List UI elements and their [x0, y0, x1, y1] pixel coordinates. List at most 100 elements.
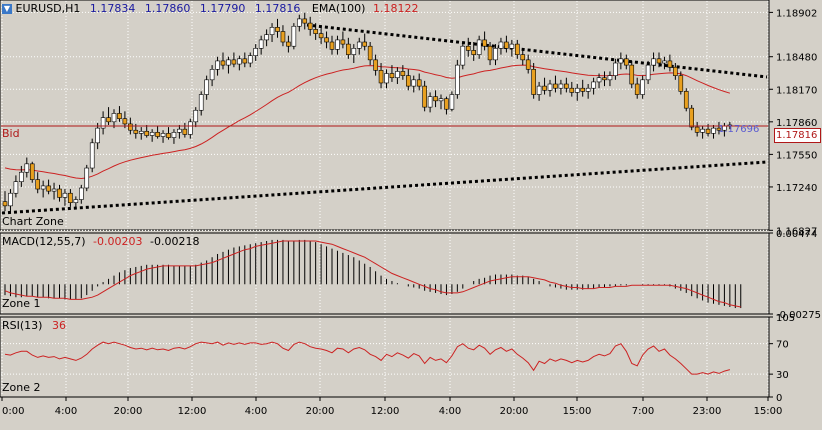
candle-body — [471, 50, 477, 55]
candle — [307, 16, 313, 36]
candle — [68, 189, 73, 207]
candle — [602, 71, 607, 87]
candle — [2, 191, 8, 212]
symbol-dropdown-icon[interactable]: ▼ — [2, 4, 12, 14]
candle-body — [411, 79, 417, 87]
candle — [460, 42, 466, 70]
candle — [525, 54, 531, 74]
candle-body — [711, 127, 716, 134]
candle — [378, 63, 384, 89]
candle-body — [166, 133, 171, 138]
bid-price-tag: 1.17816 — [774, 128, 821, 143]
candle — [166, 127, 171, 140]
candle — [122, 111, 128, 129]
candle — [329, 35, 335, 55]
candle-body — [449, 94, 455, 110]
candle — [700, 126, 705, 139]
upper-trendline — [306, 23, 768, 79]
ema-value: 1.18122 — [372, 2, 419, 15]
candle — [13, 175, 19, 198]
candle — [346, 37, 351, 59]
candle — [117, 106, 122, 122]
candle-body — [209, 69, 215, 81]
candle — [482, 31, 487, 51]
main-header: ▼ EURUSD,H1 1.17834 1.17860 1.17790 1.17… — [2, 2, 418, 15]
candle-body — [356, 41, 362, 49]
candle-body — [329, 41, 335, 50]
candle-body — [531, 69, 536, 95]
candle — [553, 75, 558, 93]
candle-body — [280, 31, 286, 43]
candle-body — [117, 113, 122, 119]
candle — [384, 69, 389, 89]
candle-body — [487, 45, 493, 61]
candle-body — [389, 73, 395, 79]
candle — [51, 182, 57, 200]
candle — [416, 73, 422, 91]
candle — [536, 81, 542, 101]
candle-body — [405, 75, 411, 87]
x-tick-label: 4:00 — [245, 406, 267, 417]
candle-body — [335, 39, 340, 50]
candle-body — [155, 132, 160, 137]
candle — [79, 184, 84, 204]
candle-body — [378, 70, 384, 84]
candle-body — [542, 85, 547, 91]
candle-body — [340, 39, 346, 45]
candle — [302, 12, 308, 30]
candle-body — [416, 79, 422, 87]
candle-body — [640, 79, 645, 95]
rsi-path — [4, 341, 731, 375]
candle-body — [62, 192, 68, 198]
bid-line-value: 1.17696 — [718, 124, 760, 135]
candle-body — [716, 127, 722, 131]
candle — [335, 35, 340, 55]
candle-body — [269, 27, 275, 35]
candle — [389, 65, 395, 82]
candle — [514, 39, 520, 59]
candle-body — [683, 91, 689, 109]
rsi-y-tick-label: 30 — [776, 370, 789, 381]
y-tick-label: 1.18902 — [776, 8, 817, 19]
candle — [8, 189, 13, 213]
candle — [580, 79, 586, 97]
candle — [596, 73, 602, 89]
candle — [111, 109, 117, 129]
candle — [100, 111, 106, 135]
candle-body — [79, 187, 84, 200]
x-tick-label: 15:00 — [754, 406, 783, 417]
x-tick-label: 20:00 — [500, 406, 529, 417]
x-tick-label: 15:00 — [563, 406, 592, 417]
candle-body — [662, 60, 667, 64]
candle — [487, 42, 493, 66]
candle — [73, 196, 79, 209]
candle-body — [106, 117, 111, 123]
candle — [613, 58, 618, 80]
candle — [493, 44, 498, 66]
x-tick-label: 12:00 — [371, 406, 400, 417]
candle — [138, 127, 144, 140]
candle-body — [13, 181, 19, 194]
candle-body — [673, 66, 678, 76]
candle-body — [286, 41, 291, 47]
candle — [24, 157, 30, 178]
candle-body — [580, 87, 586, 92]
candle-body — [215, 60, 220, 70]
candle-body — [623, 58, 629, 66]
candle — [182, 122, 188, 138]
candle-body — [247, 55, 253, 64]
high-value: 1.17860 — [144, 2, 191, 15]
candle-body — [122, 118, 128, 125]
candle — [318, 25, 324, 45]
candle-body — [476, 39, 482, 55]
candle-body — [602, 77, 607, 81]
candle — [645, 60, 651, 85]
candle-body — [373, 59, 378, 71]
candle — [694, 121, 700, 137]
candle — [95, 122, 100, 150]
x-tick-label: 20:00 — [114, 406, 143, 417]
rsi-y-tick-label: 105 — [776, 313, 795, 324]
candle — [640, 75, 645, 99]
candle — [351, 44, 357, 64]
